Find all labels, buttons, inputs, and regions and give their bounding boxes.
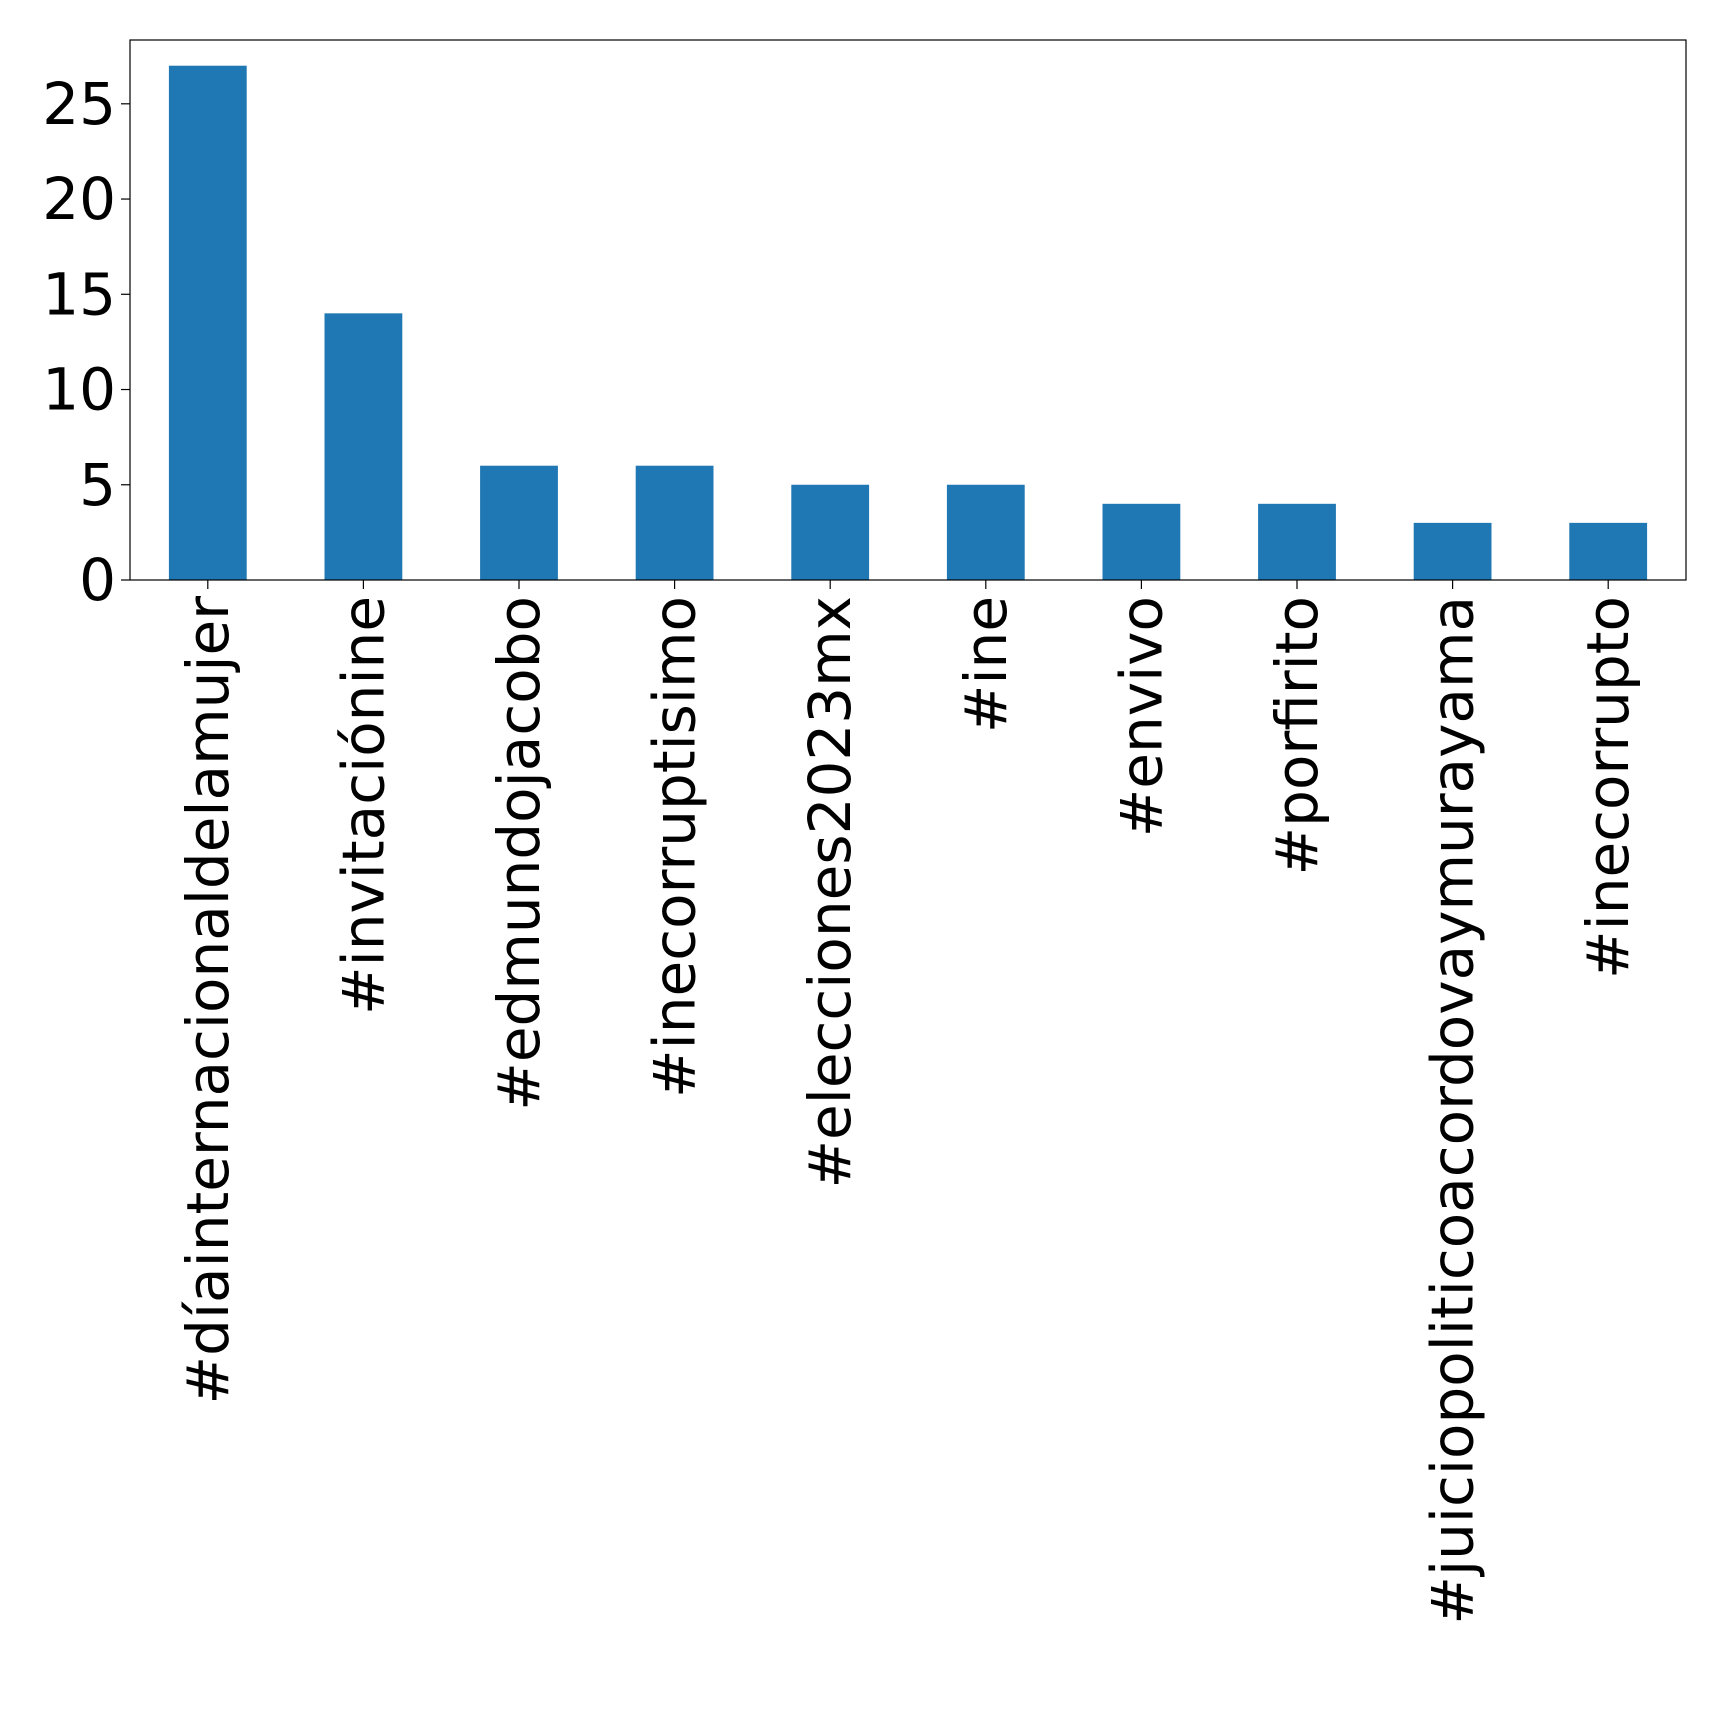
- y-tick-label: 0: [79, 546, 116, 614]
- y-axis: 0 5 10 15 20 25: [42, 70, 130, 614]
- y-tick-label: 25: [42, 70, 116, 138]
- bar-6: [1102, 503, 1181, 580]
- x-tick-label: #invitaciónine: [329, 596, 397, 1015]
- bar-8: [1413, 522, 1492, 580]
- x-tick-label: #juiciopoliticoacordovaymurayama: [1419, 596, 1487, 1625]
- y-tick-label: 10: [42, 356, 116, 424]
- bar-3: [635, 465, 714, 580]
- bar-9: [1569, 522, 1648, 580]
- bar-0: [168, 65, 247, 580]
- y-tick-label: 20: [42, 165, 116, 233]
- bar-7: [1258, 503, 1336, 580]
- x-tick-label: #ine: [952, 596, 1020, 733]
- x-axis: #díainternacionaldelamujer #invitaciónine…: [174, 580, 1642, 1625]
- x-tick-label: #edmundojacobo: [485, 596, 553, 1111]
- x-tick-label: #envivo: [1107, 596, 1175, 837]
- x-tick-label: #inecorrupto: [1574, 596, 1642, 979]
- plot-frame: [129, 39, 1687, 581]
- y-tick-label: 15: [42, 260, 116, 328]
- bar-2: [480, 465, 558, 580]
- bars-layer: [168, 65, 1648, 580]
- x-tick-label: #inecorruptisimo: [641, 596, 709, 1098]
- bar-5: [946, 484, 1025, 580]
- x-tick-label: #elecciones2023mx: [796, 596, 864, 1189]
- x-tick-label: #díainternacionaldelamujer: [174, 596, 242, 1405]
- bar-4: [791, 484, 870, 580]
- bar-1: [324, 313, 403, 580]
- x-tick-label: #porfirito: [1263, 596, 1331, 875]
- y-tick-label: 5: [79, 451, 116, 519]
